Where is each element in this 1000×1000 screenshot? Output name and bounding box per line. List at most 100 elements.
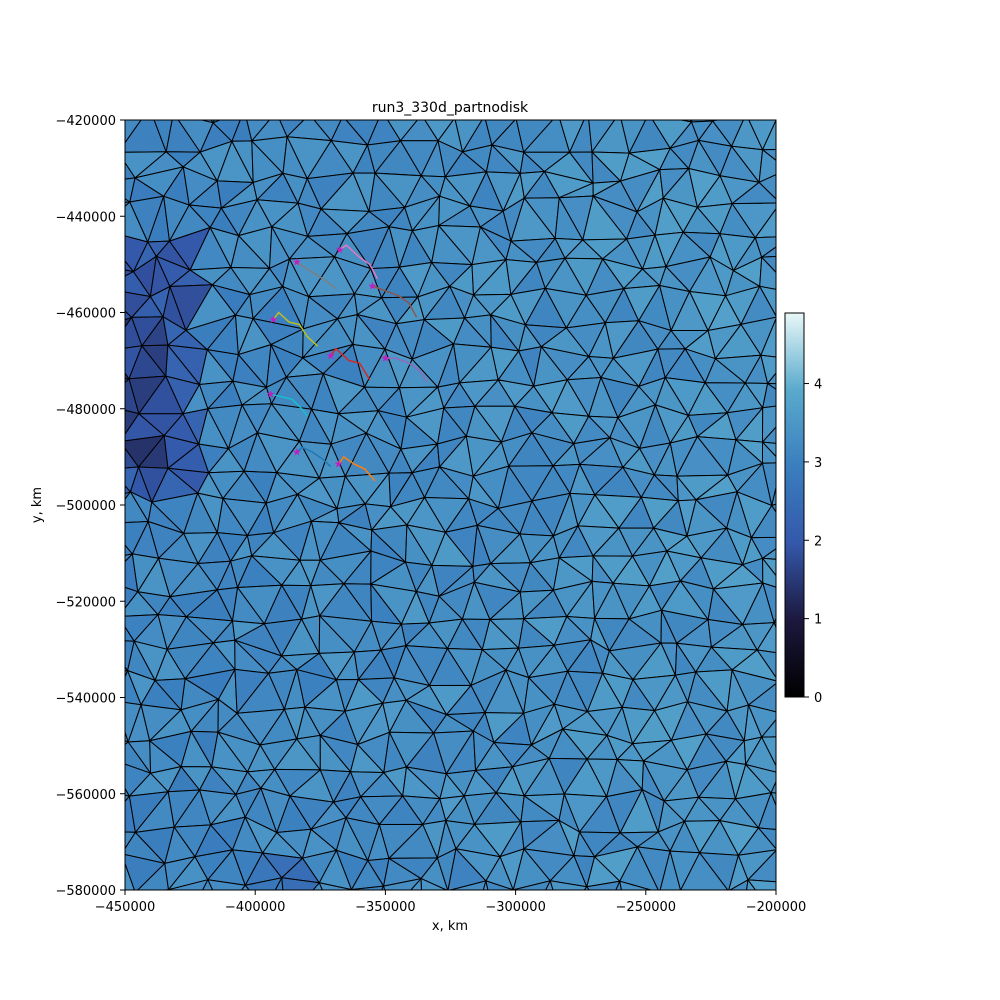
mesh-triangle <box>797 82 840 111</box>
mesh-triangle <box>761 557 776 577</box>
mesh-triangle <box>312 881 323 890</box>
mesh-triangle <box>286 918 335 941</box>
y-tick-label: −520000 <box>55 595 116 610</box>
mesh-triangle <box>277 922 311 940</box>
colorbar-tick-label: 0 <box>814 691 822 706</box>
track-start-marker <box>368 281 377 290</box>
mesh-triangle <box>826 862 848 892</box>
mesh-triangle <box>777 830 813 854</box>
mesh-triangle <box>757 827 776 850</box>
mesh-triangle <box>512 880 552 890</box>
mesh-triangle <box>761 441 776 458</box>
mesh-triangle <box>759 256 776 290</box>
y-tick-label: −460000 <box>55 307 116 322</box>
mesh-triangle <box>664 910 711 948</box>
mesh-triangle <box>782 82 832 111</box>
mesh-triangle <box>107 81 150 110</box>
mesh-triangle <box>813 647 863 680</box>
mesh-triangle <box>770 792 776 807</box>
colorbar-tick-label: 2 <box>814 534 822 549</box>
track-line <box>339 244 379 280</box>
mesh-triangle <box>447 889 448 890</box>
mesh-triangle <box>575 83 599 111</box>
x-tick-label: −200000 <box>746 900 807 915</box>
mesh-triangle <box>312 918 352 941</box>
mesh-triangle <box>729 878 749 890</box>
x-tick-label: −400000 <box>225 900 286 915</box>
mesh-triangle <box>623 916 657 952</box>
mesh-triangle <box>791 209 826 240</box>
colorbar-tick-label: 1 <box>814 613 822 628</box>
mesh-triangle <box>223 910 265 951</box>
mesh-triangle <box>265 82 301 112</box>
mesh-triangle <box>125 177 136 203</box>
x-tick-label: −450000 <box>95 900 156 915</box>
mesh-triangle <box>94 831 122 857</box>
mesh-triangle <box>125 378 131 384</box>
mesh-triangle <box>82 81 121 110</box>
mesh-triangle <box>746 92 781 114</box>
mesh-triangle <box>828 322 861 361</box>
mesh-triangle <box>327 78 367 116</box>
y-tick-label: −580000 <box>55 884 116 899</box>
mesh-triangle <box>817 705 863 741</box>
mesh-triangle <box>751 917 797 950</box>
mesh-triangle <box>809 892 836 919</box>
mesh-triangle <box>797 736 837 767</box>
track-start-marker <box>266 390 275 398</box>
mesh-triangle <box>813 834 839 863</box>
track-line <box>296 261 337 290</box>
mesh-triangle <box>620 83 649 114</box>
mesh-triangle <box>276 82 309 115</box>
mesh-triangle <box>831 86 858 111</box>
mesh-triangle <box>549 880 588 890</box>
mesh-triangle <box>491 913 518 944</box>
mesh-triangle <box>350 885 385 890</box>
mesh-triangle <box>244 88 276 112</box>
mesh-triangle <box>711 891 744 916</box>
mesh-triangle <box>626 910 664 951</box>
y-axis-ticks: −420000 −440000 −460000 −480000 −500000 −5200… <box>55 114 125 899</box>
mesh-triangle <box>808 203 837 241</box>
mesh-triangle <box>780 767 829 794</box>
mesh-triangle <box>167 888 170 890</box>
mesh-triangle <box>798 767 839 800</box>
mesh-triangle <box>754 236 776 259</box>
mesh-triangle <box>817 680 863 711</box>
mesh-triangle <box>786 794 824 834</box>
colorbar-tick-label: 3 <box>814 456 822 471</box>
mesh-triangle <box>585 880 621 890</box>
colorbar-ticks: 0 1 2 3 4 <box>804 378 822 706</box>
mesh-triangle <box>420 877 448 890</box>
mesh-triangle <box>125 666 129 672</box>
x-tick-label: −250000 <box>616 900 677 915</box>
mesh-triangle <box>796 255 828 293</box>
mesh-triangle <box>809 137 839 169</box>
plot-area <box>82 78 863 952</box>
mesh-triangle <box>761 148 776 161</box>
triangular-mesh <box>82 78 863 952</box>
mesh-triangle <box>821 169 859 203</box>
mesh-triangle <box>679 916 726 948</box>
mesh-triangle <box>410 877 423 890</box>
track-start-marker <box>335 245 344 254</box>
mesh-triangle <box>202 878 214 890</box>
mesh-triangle <box>766 372 776 385</box>
mesh-triangle <box>678 120 693 123</box>
mesh-triangle <box>99 617 118 641</box>
mesh-triangle <box>318 882 353 890</box>
mesh-triangle <box>210 120 216 124</box>
colorbar-tick-label: 4 <box>814 378 822 393</box>
mesh-triangle <box>758 285 776 317</box>
track-line <box>270 393 308 417</box>
mesh-triangle <box>806 376 840 408</box>
mesh-triangle <box>558 93 588 114</box>
mesh-triangle <box>518 912 552 945</box>
colorbar-gradient <box>784 312 805 698</box>
mesh-triangle <box>536 87 575 114</box>
mesh-triangle <box>448 880 487 890</box>
mesh-triangle <box>199 120 215 124</box>
y-tick-label: −440000 <box>55 210 116 225</box>
track-line <box>337 455 376 482</box>
